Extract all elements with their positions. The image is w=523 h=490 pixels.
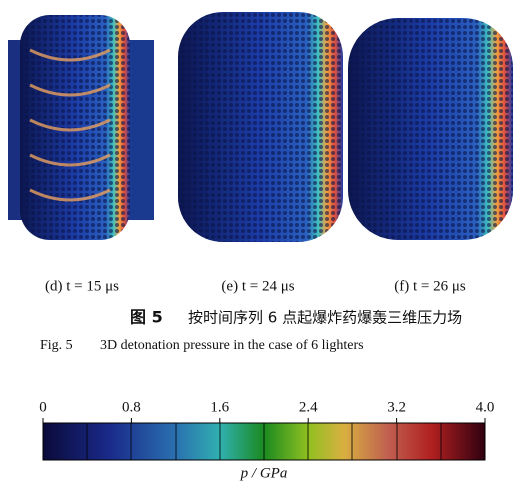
panel-d-image: [8, 15, 154, 240]
panel-f-image: [348, 18, 513, 240]
colorbar-tick-label: 3.2: [387, 399, 406, 415]
english-title: 3D detonation pressure in the case of 6 …: [100, 338, 364, 353]
figure-label: 图 5: [130, 308, 163, 327]
colorbar-tick-label: 4.0: [476, 399, 495, 415]
colorbar-tick-label: 0.8: [122, 399, 141, 415]
colorbar-tick-label: 2.4: [299, 399, 318, 415]
figure: (d) t = 15 μs (e) t = 24 μs (f) t = 26 μ…: [0, 0, 523, 490]
panel-label: (d) t = 15 μs: [45, 278, 119, 294]
panel-label: (f) t = 26 μs: [394, 278, 466, 294]
panel-images: [8, 12, 513, 242]
panel-label: (e) t = 24 μs: [221, 278, 294, 294]
english-label: Fig. 5: [40, 338, 73, 353]
colorbar-tick-label: 1.6: [210, 399, 229, 415]
figure-title: 按时间序列 6 点起爆炸药爆轰三维压力场: [188, 309, 462, 327]
colorbar-label: p / GPa: [240, 465, 288, 481]
colorbar-tick-label: 0: [39, 399, 47, 415]
panel-e-image: [178, 12, 343, 242]
